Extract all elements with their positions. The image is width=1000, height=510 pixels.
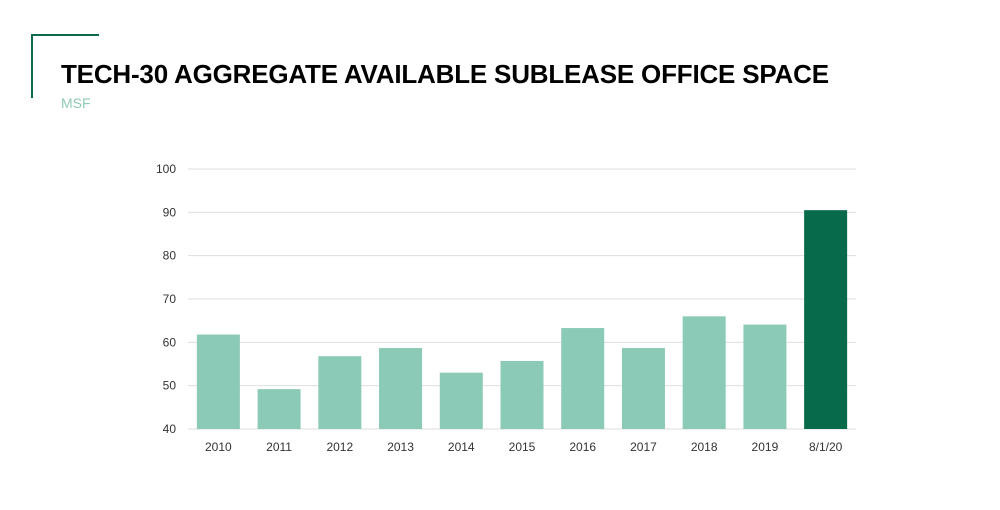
y-tick-label: 40	[163, 422, 177, 436]
x-tick-label: 8/1/20	[809, 440, 843, 454]
x-tick-label: 2013	[387, 440, 414, 454]
bar-2017	[621, 347, 665, 429]
x-tick-label: 2018	[691, 440, 718, 454]
chart-title: TECH-30 AGGREGATE AVAILABLE SUBLEASE OFF…	[61, 59, 829, 89]
bars	[196, 210, 848, 429]
bar-2010	[196, 334, 240, 429]
x-axis-labels: 2010 2011 2012 2013 2014 2015 2016 2017 2018 2019…	[205, 440, 843, 454]
y-axis-ticks: 40 50 60 70 80 90 100	[156, 162, 176, 436]
x-tick-label: 2015	[509, 440, 536, 454]
y-tick-label: 70	[163, 292, 177, 306]
x-tick-label: 2016	[569, 440, 596, 454]
bar-2019	[743, 324, 787, 429]
y-tick-label: 80	[163, 249, 177, 263]
bar-2013	[379, 347, 423, 429]
x-tick-label: 2012	[326, 440, 353, 454]
bar-2018	[682, 316, 726, 429]
x-tick-label: 2019	[752, 440, 779, 454]
bar-8-1-20	[804, 210, 848, 429]
bar-2015	[500, 360, 544, 429]
chart-subtitle: MSF	[61, 95, 91, 111]
x-tick-label: 2010	[205, 440, 232, 454]
bar-2016	[561, 328, 605, 429]
x-tick-label: 2014	[448, 440, 475, 454]
x-tick-label: 2011	[266, 440, 292, 454]
y-tick-label: 60	[163, 335, 177, 349]
corner-accent-vertical	[31, 34, 33, 98]
bar-2012	[318, 356, 362, 429]
y-tick-label: 50	[163, 379, 177, 393]
y-tick-label: 100	[156, 162, 176, 176]
corner-accent-horizontal	[31, 34, 99, 36]
x-tick-label: 2017	[630, 440, 657, 454]
bar-2014	[439, 372, 483, 429]
y-tick-label: 90	[163, 205, 177, 219]
bar-2011	[257, 389, 301, 429]
